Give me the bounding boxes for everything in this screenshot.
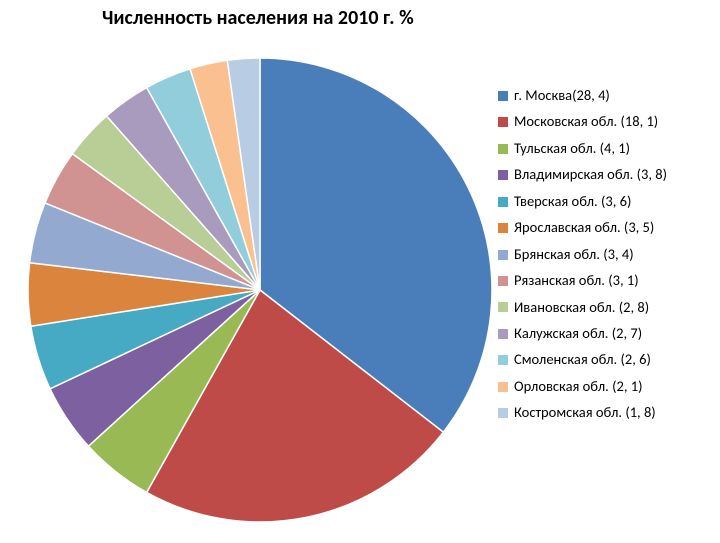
legend: г. Москва(28, 4) Московская обл. (18, 1) Т… xyxy=(498,88,667,421)
legend-swatch xyxy=(498,223,508,233)
legend-item: Владимирская обл. (3, 8) xyxy=(498,167,667,183)
legend-swatch xyxy=(498,197,508,207)
legend-label: Ярославская обл. (3, 5) xyxy=(514,220,654,236)
legend-label: Тверская обл. (3, 6) xyxy=(514,194,631,210)
legend-item: Ивановская обл. (2, 8) xyxy=(498,300,667,316)
legend-item: Рязанская обл. (3, 1) xyxy=(498,273,667,289)
legend-item: Ярославская обл. (3, 5) xyxy=(498,220,667,236)
legend-label: Рязанская обл. (3, 1) xyxy=(514,273,639,289)
legend-item: Московская обл. (18, 1) xyxy=(498,114,667,130)
legend-swatch xyxy=(498,329,508,339)
legend-label: Брянская обл. (3, 4) xyxy=(514,247,634,263)
chart-title: Численность населения на 2010 г. % xyxy=(102,6,414,30)
legend-item: Тульская обл. (4, 1) xyxy=(498,141,667,157)
legend-swatch xyxy=(498,250,508,260)
legend-swatch xyxy=(498,91,508,101)
legend-item: Брянская обл. (3, 4) xyxy=(498,247,667,263)
legend-swatch xyxy=(498,355,508,365)
legend-label: Владимирская обл. (3, 8) xyxy=(514,167,667,183)
legend-item: Тверская обл. (3, 6) xyxy=(498,194,667,210)
legend-swatch xyxy=(498,408,508,418)
legend-label: Костромская обл. (1, 8) xyxy=(514,405,656,421)
legend-label: Орловская обл. (2, 1) xyxy=(514,379,643,395)
legend-item: Костромская обл. (1, 8) xyxy=(498,405,667,421)
legend-swatch xyxy=(498,382,508,392)
legend-label: г. Москва(28, 4) xyxy=(514,88,610,104)
legend-item: Калужская обл. (2, 7) xyxy=(498,326,667,342)
legend-item: Орловская обл. (2, 1) xyxy=(498,379,667,395)
legend-swatch xyxy=(498,302,508,312)
legend-label: Тульская обл. (4, 1) xyxy=(514,141,630,157)
legend-item: г. Москва(28, 4) xyxy=(498,88,667,104)
legend-swatch xyxy=(498,276,508,286)
legend-swatch xyxy=(498,144,508,154)
legend-label: Калужская обл. (2, 7) xyxy=(514,326,642,342)
pie-chart xyxy=(20,42,500,543)
legend-swatch xyxy=(498,117,508,127)
legend-swatch xyxy=(498,170,508,180)
legend-item: Смоленская обл. (2, 6) xyxy=(498,352,667,368)
legend-label: Московская обл. (18, 1) xyxy=(514,114,658,130)
legend-label: Смоленская обл. (2, 6) xyxy=(514,352,651,368)
legend-label: Ивановская обл. (2, 8) xyxy=(514,300,649,316)
